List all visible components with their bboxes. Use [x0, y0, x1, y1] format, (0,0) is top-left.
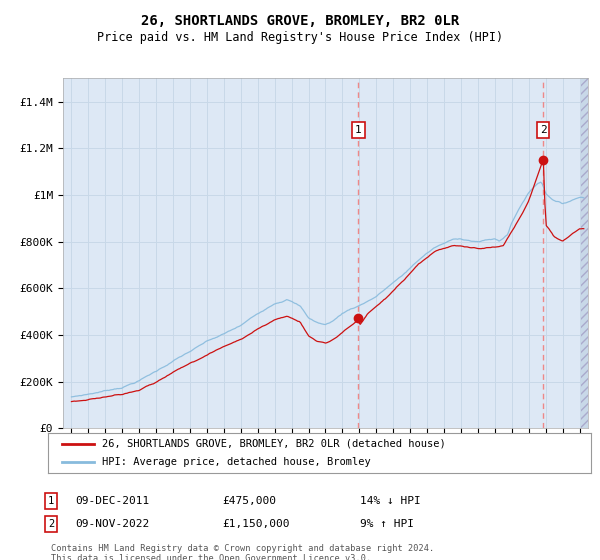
Text: 2: 2 — [48, 519, 54, 529]
Text: Price paid vs. HM Land Registry's House Price Index (HPI): Price paid vs. HM Land Registry's House … — [97, 31, 503, 44]
Text: 26, SHORTLANDS GROVE, BROMLEY, BR2 0LR: 26, SHORTLANDS GROVE, BROMLEY, BR2 0LR — [141, 14, 459, 28]
Text: £475,000: £475,000 — [222, 496, 276, 506]
Text: 26, SHORTLANDS GROVE, BROMLEY, BR2 0LR (detached house): 26, SHORTLANDS GROVE, BROMLEY, BR2 0LR (… — [103, 439, 446, 449]
Text: 09-DEC-2011: 09-DEC-2011 — [75, 496, 149, 506]
Text: 09-NOV-2022: 09-NOV-2022 — [75, 519, 149, 529]
Text: £1,150,000: £1,150,000 — [222, 519, 290, 529]
Text: HPI: Average price, detached house, Bromley: HPI: Average price, detached house, Brom… — [103, 458, 371, 467]
Text: 14% ↓ HPI: 14% ↓ HPI — [360, 496, 421, 506]
Bar — [581, 78, 590, 428]
Text: 2: 2 — [540, 125, 547, 135]
Text: This data is licensed under the Open Government Licence v3.0.: This data is licensed under the Open Gov… — [51, 554, 371, 560]
Text: 1: 1 — [355, 125, 362, 135]
Bar — [581, 78, 590, 428]
Text: 1: 1 — [48, 496, 54, 506]
Text: 9% ↑ HPI: 9% ↑ HPI — [360, 519, 414, 529]
Text: Contains HM Land Registry data © Crown copyright and database right 2024.: Contains HM Land Registry data © Crown c… — [51, 544, 434, 553]
